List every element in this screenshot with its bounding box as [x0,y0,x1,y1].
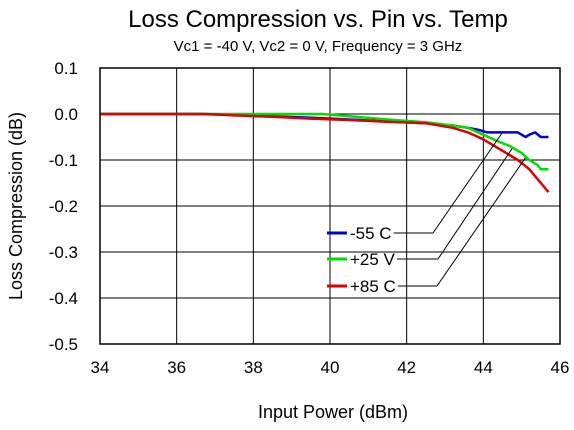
grid [99,67,561,345]
tick-labels: 34 36 38 40 42 44 46 0.1 0.0 -0.1 -0.2 -0.3 -0.4 -0.5 [49,59,570,377]
y-tick-label: -0.4 [49,289,78,308]
x-tick-label: 34 [91,358,110,377]
y-tick-label: 0.1 [54,59,78,78]
legend-leader [437,148,513,260]
series-lines [100,112,550,193]
plot-frame [99,67,561,345]
y-tick-label: -0.1 [49,151,78,170]
legend-label: -55 C [350,224,392,243]
chart-subtitle: Vc1 = -40 V, Vc2 = 0 V, Frequency = 3 GH… [174,38,463,55]
x-tick-label: 40 [321,358,340,377]
y-tick-label: -0.3 [49,243,78,262]
legend-leader [432,132,503,234]
x-tick-label: 36 [167,358,186,377]
series-line-2 [100,112,550,193]
legend-label: +25 V [350,250,396,269]
x-tick-label: 46 [551,358,570,377]
x-tick-label: 42 [397,358,416,377]
y-tick-label: 0.0 [54,105,78,124]
series-line-1 [100,112,549,171]
legend-leader [436,157,526,287]
y-tick-label: -0.5 [49,335,78,354]
legend-label: +85 C [350,277,396,296]
chart-title: Loss Compression vs. Pin vs. Temp [128,6,508,33]
y-tick-label: -0.2 [49,197,78,216]
x-axis-label: Input Power (dBm) [258,402,408,422]
y-axis-label: Loss Compression (dB) [6,112,26,300]
legend: -55 C +25 V +85 C [327,132,526,296]
x-tick-label: 38 [244,358,263,377]
x-tick-label: 44 [474,358,493,377]
